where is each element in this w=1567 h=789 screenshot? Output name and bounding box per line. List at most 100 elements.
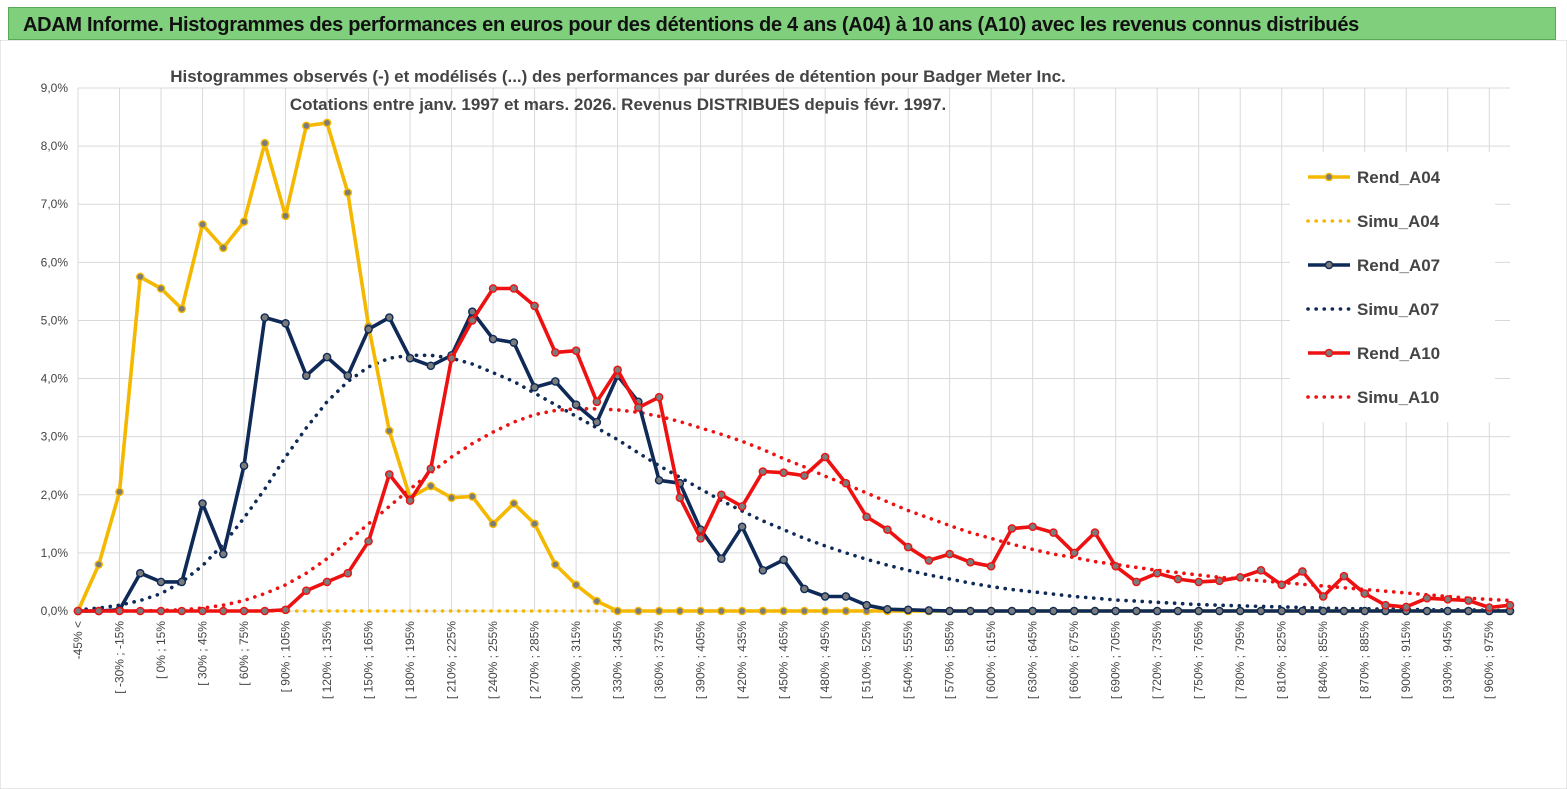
data-point bbox=[426, 464, 436, 473]
legend-label: Simu_A07 bbox=[1357, 300, 1439, 319]
series-rend-a10 bbox=[73, 284, 1515, 616]
series-line bbox=[76, 353, 1512, 613]
data-point bbox=[156, 577, 166, 587]
data-point bbox=[198, 499, 207, 508]
data-point bbox=[1422, 593, 1432, 603]
x-tick-label: [ 360% ; 375% bbox=[652, 621, 666, 699]
data-point bbox=[1318, 592, 1328, 601]
legend-item: Simu_A04 bbox=[1306, 212, 1440, 231]
data-point bbox=[675, 606, 685, 616]
data-point bbox=[218, 606, 228, 616]
data-point bbox=[1443, 595, 1453, 604]
series-simu-a07 bbox=[76, 353, 1512, 613]
data-point bbox=[841, 592, 851, 601]
data-point bbox=[156, 284, 166, 293]
data-point bbox=[592, 417, 602, 427]
x-tick-label: [ -30% ; -15% bbox=[113, 621, 127, 694]
x-tick-label: [ 150% ; 165% bbox=[362, 621, 376, 699]
y-tick-label: 0,0% bbox=[41, 604, 69, 618]
data-point bbox=[717, 554, 726, 564]
data-point bbox=[239, 606, 249, 616]
chart-subtitle-line2: Cotations entre janv. 1997 et mars. 2026… bbox=[290, 95, 946, 114]
data-point bbox=[820, 606, 830, 616]
data-point bbox=[94, 606, 104, 616]
data-point bbox=[177, 606, 187, 616]
data-point bbox=[530, 382, 539, 392]
data-point bbox=[281, 605, 290, 615]
x-tick-label: [ 210% ; 225% bbox=[445, 621, 459, 699]
x-tick-label: [ 780% ; 795% bbox=[1233, 621, 1247, 699]
data-point bbox=[385, 426, 394, 436]
data-point bbox=[1090, 528, 1100, 537]
x-tick-label: [ 450% ; 465% bbox=[777, 621, 791, 699]
data-point bbox=[343, 568, 353, 578]
x-tick-label: [ 660% ; 675% bbox=[1067, 621, 1081, 699]
data-point bbox=[364, 324, 373, 334]
data-point bbox=[571, 580, 581, 590]
series-simu-a10 bbox=[76, 406, 1512, 613]
data-point bbox=[322, 118, 332, 128]
data-point bbox=[156, 606, 166, 616]
data-point bbox=[1152, 568, 1162, 578]
x-tick-label: [ 870% ; 885% bbox=[1358, 621, 1372, 699]
data-point bbox=[301, 121, 311, 131]
data-point bbox=[198, 606, 207, 616]
data-point bbox=[1152, 606, 1162, 616]
data-point bbox=[1215, 576, 1224, 586]
series-line bbox=[78, 309, 1510, 613]
data-point bbox=[509, 499, 519, 508]
x-tick-label: -45% < bbox=[71, 621, 85, 659]
report-title: ADAM Informe. Histogrammes des performan… bbox=[23, 14, 1359, 36]
x-tick-label: [ 930% ; 945% bbox=[1441, 621, 1455, 699]
x-tick-label: [ 120% ; 135% bbox=[320, 621, 334, 699]
data-point bbox=[94, 560, 104, 569]
data-point bbox=[841, 478, 851, 488]
data-point bbox=[1401, 602, 1411, 612]
data-point bbox=[862, 512, 871, 522]
data-point bbox=[758, 606, 768, 616]
y-tick-label: 3,0% bbox=[41, 430, 69, 444]
data-point bbox=[696, 606, 705, 616]
data-point bbox=[1318, 606, 1328, 616]
data-point bbox=[239, 461, 249, 471]
data-point bbox=[737, 606, 747, 616]
data-point bbox=[177, 304, 187, 314]
legend-item: Rend_A07 bbox=[1308, 256, 1440, 275]
data-point bbox=[447, 493, 456, 502]
x-tick-label: [ 390% ; 405% bbox=[694, 621, 708, 699]
data-point bbox=[737, 502, 747, 511]
data-point bbox=[1194, 606, 1203, 616]
data-point bbox=[779, 468, 788, 477]
data-point bbox=[758, 566, 768, 575]
x-tick-label: [ 900% ; 915% bbox=[1399, 621, 1413, 699]
x-tick-label: [ 300% ; 315% bbox=[569, 621, 583, 699]
legend: Rend_A04 Simu_A04 Rend_A07 Simu_A07 Rend_A10… bbox=[1290, 152, 1495, 422]
x-tick-label: [ 480% ; 495% bbox=[818, 621, 832, 699]
data-point bbox=[1173, 574, 1183, 584]
data-point bbox=[883, 525, 892, 534]
x-tick-label: [ 750% ; 765% bbox=[1192, 621, 1206, 699]
data-point bbox=[737, 522, 747, 532]
data-point bbox=[135, 606, 145, 616]
data-point bbox=[364, 536, 373, 546]
data-point bbox=[924, 556, 934, 565]
data-point bbox=[820, 592, 830, 601]
data-point bbox=[903, 605, 913, 615]
data-point bbox=[945, 606, 954, 616]
data-point bbox=[841, 606, 851, 616]
data-point bbox=[426, 361, 436, 371]
legend-box bbox=[1290, 152, 1495, 422]
data-point bbox=[1049, 528, 1058, 537]
data-point bbox=[1484, 603, 1494, 612]
data-point bbox=[447, 353, 456, 363]
data-point bbox=[1339, 571, 1349, 581]
data-point bbox=[1339, 606, 1349, 616]
data-point bbox=[551, 377, 560, 386]
data-point bbox=[592, 397, 602, 407]
data-point bbox=[135, 568, 145, 578]
data-point bbox=[1028, 606, 1037, 616]
x-tick-label: [ 510% ; 525% bbox=[860, 621, 874, 699]
data-point bbox=[654, 392, 664, 402]
y-tick-label: 1,0% bbox=[41, 546, 69, 560]
legend-item: Simu_A07 bbox=[1306, 300, 1439, 319]
